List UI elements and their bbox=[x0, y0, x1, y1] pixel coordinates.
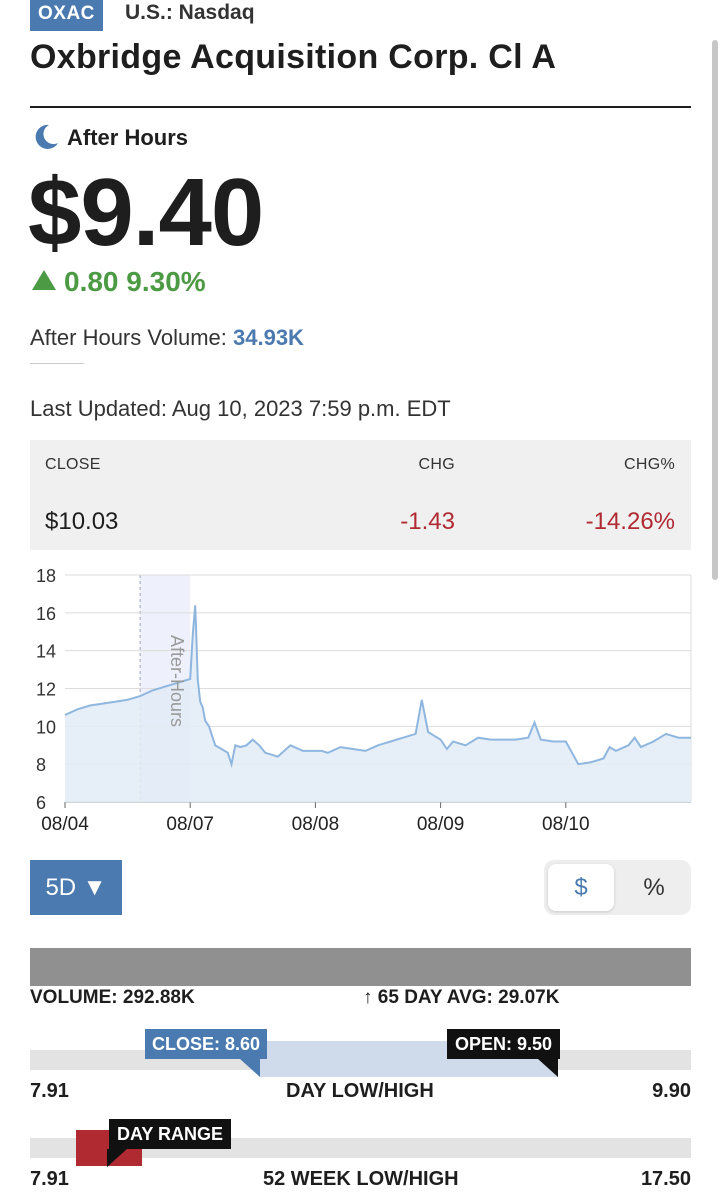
day-high: 9.90 bbox=[652, 1080, 691, 1102]
close-value: $10.03 bbox=[45, 508, 119, 535]
ticker-badge[interactable]: OXAC bbox=[30, 0, 103, 31]
chg-value: -1.43 bbox=[400, 508, 455, 535]
week-range-label: 52 WEEK LOW/HIGH bbox=[263, 1168, 459, 1190]
open-flag: OPEN: 9.50 bbox=[447, 1029, 561, 1059]
last-updated: Last Updated: Aug 10, 2023 7:59 p.m. EDT bbox=[30, 396, 451, 421]
volume-label: After Hours Volume: bbox=[30, 325, 227, 350]
y-tick-label: 18 bbox=[36, 566, 56, 586]
company-name: Oxbridge Acquisition Corp. Cl A bbox=[30, 38, 557, 76]
chg-pct-header: CHG% bbox=[624, 456, 675, 473]
close-header: CLOSE bbox=[45, 456, 101, 473]
last-price: $9.40 bbox=[28, 159, 264, 266]
open-flag-pointer bbox=[538, 1059, 558, 1077]
price-change: 0.80 9.30% bbox=[32, 266, 206, 298]
divider bbox=[30, 363, 84, 364]
change-value: 0.80 bbox=[64, 266, 119, 297]
day-range-flag: DAY RANGE bbox=[109, 1119, 232, 1149]
day-low: 7.91 bbox=[30, 1080, 69, 1102]
moon-icon bbox=[35, 124, 58, 149]
x-tick-label: 08/10 bbox=[542, 814, 590, 835]
y-tick-label: 6 bbox=[36, 793, 46, 813]
triangle-up-icon bbox=[32, 270, 56, 290]
day-range-label: DAY LOW/HIGH bbox=[286, 1080, 434, 1102]
y-tick-label: 12 bbox=[36, 680, 56, 700]
y-tick-label: 8 bbox=[36, 755, 46, 775]
caret-down-icon: ▼ bbox=[82, 874, 107, 901]
session-label: After Hours bbox=[67, 125, 189, 150]
price-line bbox=[64, 605, 691, 769]
chg-header: CHG bbox=[418, 456, 455, 473]
x-tick-label: 08/04 bbox=[41, 814, 89, 835]
unit-toggle[interactable]: $ % bbox=[544, 860, 691, 915]
timeframe-label: 5D bbox=[45, 874, 77, 901]
y-tick-label: 14 bbox=[36, 642, 56, 662]
dollar-toggle-button[interactable]: $ bbox=[548, 864, 614, 911]
after-hours-label: After-Hours bbox=[167, 635, 187, 727]
volume-bar bbox=[30, 948, 691, 986]
price-chart[interactable]: 6 8 10 12 14 16 18 08/04 08/07 08/08 08/09 08/10 Aft… bbox=[0, 555, 721, 845]
page-scrollbar[interactable] bbox=[712, 40, 718, 580]
close-flag: CLOSE: 8.60 bbox=[145, 1029, 268, 1059]
range-flag-pointer bbox=[107, 1149, 127, 1167]
week-high: 17.50 bbox=[640, 1168, 691, 1190]
volume-value: 34.93K bbox=[233, 325, 304, 350]
close-summary: CLOSE CHG CHG% $10.03 -1.43 -14.26% bbox=[30, 440, 691, 550]
x-tick-label: 08/09 bbox=[417, 814, 465, 835]
y-tick-label: 16 bbox=[36, 604, 56, 624]
avg-volume-text: 65 DAY AVG: 29.07K bbox=[377, 987, 560, 1008]
chg-pct-value: -14.26% bbox=[585, 508, 675, 535]
timeframe-dropdown[interactable]: 5D ▼ bbox=[30, 860, 122, 915]
price-area bbox=[65, 605, 691, 802]
x-tick-label: 08/07 bbox=[166, 814, 214, 835]
week-low: 7.91 bbox=[30, 1168, 69, 1190]
y-tick-label: 10 bbox=[36, 717, 56, 737]
header-divider bbox=[30, 106, 691, 108]
arrow-up-icon: ↑ bbox=[363, 987, 373, 1008]
change-percent: 9.30% bbox=[126, 266, 206, 297]
x-tick-label: 08/08 bbox=[292, 814, 340, 835]
exchange-label: U.S.: Nasdaq bbox=[125, 1, 255, 24]
close-flag-pointer bbox=[240, 1059, 260, 1077]
volume-text: VOLUME: 292.88K bbox=[30, 987, 195, 1008]
avg-volume: ↑ 65 DAY AVG: 29.07K bbox=[363, 987, 559, 1009]
percent-toggle-button[interactable]: % bbox=[643, 874, 665, 901]
after-hours-volume: After Hours Volume: 34.93K bbox=[30, 325, 304, 351]
